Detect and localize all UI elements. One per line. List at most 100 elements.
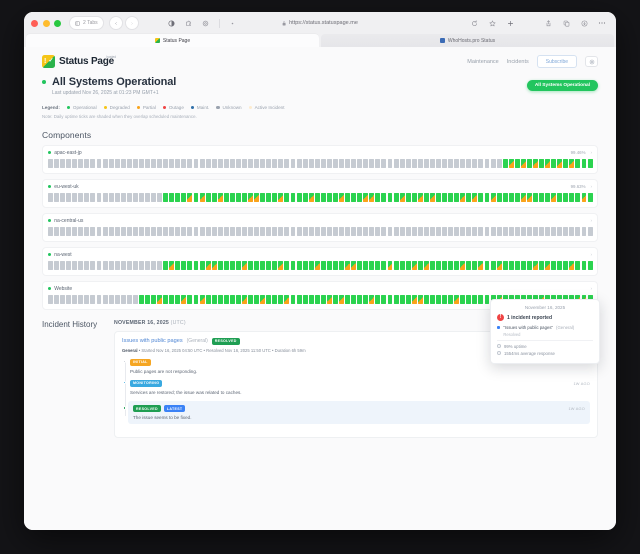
uptime-tick[interactable]: [199, 158, 205, 168]
uptime-tick[interactable]: [429, 260, 435, 270]
uptime-tick[interactable]: [581, 158, 587, 168]
tab-status-page[interactable]: Status Page: [26, 34, 319, 47]
uptime-tick[interactable]: [187, 294, 193, 304]
uptime-tick[interactable]: [490, 158, 496, 168]
uptime-tick[interactable]: [242, 294, 247, 304]
uptime-tick[interactable]: [175, 260, 181, 270]
uptime-tick[interactable]: [454, 226, 460, 236]
uptime-tick[interactable]: [472, 226, 478, 236]
uptime-tick[interactable]: [581, 260, 587, 270]
uptime-tick[interactable]: [302, 192, 308, 202]
uptime-tick[interactable]: [296, 192, 302, 202]
uptime-tick[interactable]: [345, 294, 351, 304]
uptime-tick[interactable]: [411, 226, 417, 236]
uptime-tick[interactable]: [211, 226, 217, 236]
uptime-tick[interactable]: [96, 192, 102, 202]
uptime-tick[interactable]: [284, 158, 290, 168]
uptime-tick[interactable]: [387, 158, 393, 168]
uptime-tick[interactable]: [369, 260, 375, 270]
uptime-tick[interactable]: [266, 294, 272, 304]
uptime-tick[interactable]: [442, 158, 448, 168]
uptime-tick[interactable]: [290, 192, 296, 202]
uptime-tick[interactable]: [187, 260, 193, 270]
uptime-tick[interactable]: [339, 294, 344, 304]
uptime-tick[interactable]: [151, 158, 157, 168]
site-logo[interactable]: Status Page hosted: [42, 55, 116, 68]
uptime-tick[interactable]: [296, 260, 302, 270]
uptime-tick[interactable]: [193, 192, 199, 202]
uptime-tick[interactable]: [90, 192, 96, 202]
uptime-tick[interactable]: [308, 158, 314, 168]
uptime-tick[interactable]: [278, 158, 284, 168]
component-row[interactable]: na-west ›: [42, 246, 598, 276]
uptime-tick[interactable]: [466, 260, 472, 270]
uptime-tick[interactable]: [78, 260, 84, 270]
uptime-tick[interactable]: [526, 192, 532, 202]
uptime-tick[interactable]: [175, 158, 181, 168]
uptime-tick[interactable]: [78, 192, 84, 202]
uptime-tick[interactable]: [266, 226, 272, 236]
uptime-tick[interactable]: [484, 226, 490, 236]
uptime-tick[interactable]: [436, 294, 441, 304]
uptime-tick[interactable]: [442, 192, 448, 202]
uptime-tick[interactable]: [520, 226, 526, 236]
reload-button[interactable]: [467, 16, 481, 30]
uptime-tick[interactable]: [399, 260, 405, 270]
uptime-tick[interactable]: [417, 158, 423, 168]
uptime-tick[interactable]: [478, 158, 484, 168]
uptime-tick[interactable]: [120, 294, 126, 304]
uptime-tick[interactable]: [205, 226, 211, 236]
uptime-tick[interactable]: [260, 192, 266, 202]
uptime-tick[interactable]: [351, 226, 357, 236]
chevron-right-icon[interactable]: ›: [590, 252, 593, 257]
uptime-tick[interactable]: [66, 226, 72, 236]
uptime-tick[interactable]: [260, 226, 266, 236]
uptime-tick[interactable]: [114, 294, 120, 304]
uptime-tick[interactable]: [363, 260, 369, 270]
uptime-tick[interactable]: [357, 158, 363, 168]
uptime-tick[interactable]: [308, 260, 314, 270]
uptime-tick[interactable]: [48, 294, 53, 304]
uptime-tick[interactable]: [351, 294, 357, 304]
uptime-tick[interactable]: [557, 260, 563, 270]
uptime-tick[interactable]: [484, 192, 490, 202]
share-button[interactable]: [541, 16, 555, 30]
uptime-tick[interactable]: [393, 158, 399, 168]
uptime-tick[interactable]: [96, 260, 102, 270]
uptime-tick[interactable]: [520, 260, 526, 270]
uptime-tick[interactable]: [145, 294, 150, 304]
uptime-tick[interactable]: [508, 260, 514, 270]
uptime-tick[interactable]: [205, 294, 211, 304]
uptime-tick[interactable]: [369, 158, 375, 168]
uptime-tick[interactable]: [332, 192, 338, 202]
uptime-tick[interactable]: [157, 226, 163, 236]
uptime-tick[interactable]: [145, 192, 150, 202]
uptime-tick[interactable]: [545, 158, 551, 168]
uptime-tick[interactable]: [242, 158, 247, 168]
uptime-tick[interactable]: [108, 226, 114, 236]
settings-button[interactable]: [199, 16, 213, 30]
maximize-window-button[interactable]: [54, 19, 61, 27]
uptime-tick[interactable]: [460, 226, 466, 236]
uptime-tick[interactable]: [587, 192, 593, 202]
uptime-tick[interactable]: [229, 294, 235, 304]
uptime-tick[interactable]: [357, 260, 363, 270]
uptime-tick[interactable]: [235, 294, 241, 304]
uptime-tick[interactable]: [242, 192, 247, 202]
uptime-tick[interactable]: [114, 192, 120, 202]
uptime-tick[interactable]: [484, 158, 490, 168]
uptime-tick[interactable]: [375, 192, 381, 202]
uptime-tick[interactable]: [399, 158, 405, 168]
uptime-tick[interactable]: [163, 158, 169, 168]
uptime-tick[interactable]: [332, 260, 338, 270]
uptime-tick[interactable]: [502, 226, 508, 236]
uptime-tick[interactable]: [96, 294, 102, 304]
uptime-tick[interactable]: [284, 260, 290, 270]
new-tab-button[interactable]: [503, 16, 517, 30]
uptime-tick[interactable]: [138, 192, 144, 202]
uptime-tick[interactable]: [181, 294, 187, 304]
uptime-tick[interactable]: [60, 226, 66, 236]
uptime-tick[interactable]: [181, 192, 187, 202]
uptime-tick[interactable]: [533, 226, 538, 236]
uptime-tick[interactable]: [181, 158, 187, 168]
